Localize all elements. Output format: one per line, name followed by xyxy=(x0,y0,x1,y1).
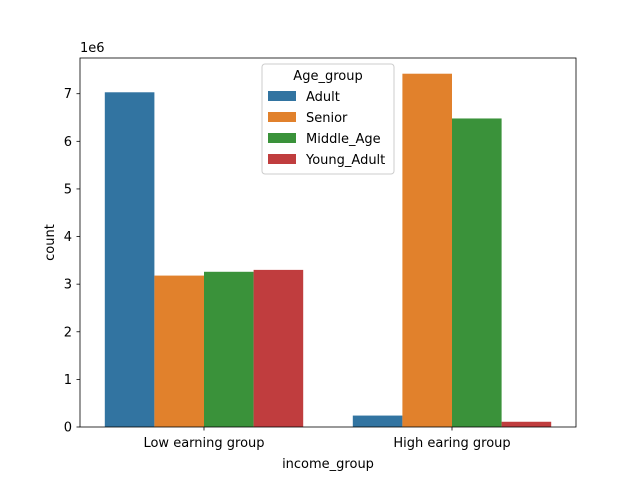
legend-swatch xyxy=(268,154,296,164)
bar xyxy=(253,269,304,427)
x-axis: Low earning group High earing group xyxy=(143,427,511,451)
legend-label: Middle_Age xyxy=(306,132,381,147)
y-axis: 0 1 2 3 4 5 6 7 xyxy=(64,87,80,436)
y-offset-label: 1e6 xyxy=(80,41,105,56)
y-axis-label: count xyxy=(43,224,58,261)
bar xyxy=(352,415,403,427)
legend-label: Young_Adult xyxy=(305,153,385,168)
legend-label: Adult xyxy=(306,90,340,105)
bar xyxy=(154,275,204,427)
legend-swatch xyxy=(268,91,296,101)
y-tick-label: 6 xyxy=(64,135,72,150)
x-axis-label: income_group xyxy=(282,457,374,472)
y-tick-label: 3 xyxy=(64,278,72,293)
legend-swatch xyxy=(268,133,296,143)
x-tick-label: High earing group xyxy=(393,436,510,451)
legend-items: Adult Senior Middle_Age Young_Adult xyxy=(268,90,385,168)
bar xyxy=(452,118,502,427)
bar xyxy=(402,73,452,428)
bar xyxy=(104,92,155,428)
bar xyxy=(501,421,552,427)
y-tick-label: 4 xyxy=(64,230,72,245)
legend-label: Senior xyxy=(306,111,348,126)
bar xyxy=(204,271,254,427)
legend: Age_group Adult Senior Middle_Age Young_Adu… xyxy=(261,63,395,175)
y-tick-label: 5 xyxy=(64,182,72,197)
y-tick-label: 7 xyxy=(64,87,72,102)
bars-layer xyxy=(104,73,552,428)
y-tick-label: 2 xyxy=(64,325,72,340)
legend-title: Age_group xyxy=(293,69,362,84)
plot-frame xyxy=(79,57,577,428)
x-tick-label: Low earning group xyxy=(143,436,264,451)
legend-swatch xyxy=(268,112,296,122)
y-tick-label: 1 xyxy=(64,373,72,388)
y-tick-label: 0 xyxy=(64,421,72,436)
